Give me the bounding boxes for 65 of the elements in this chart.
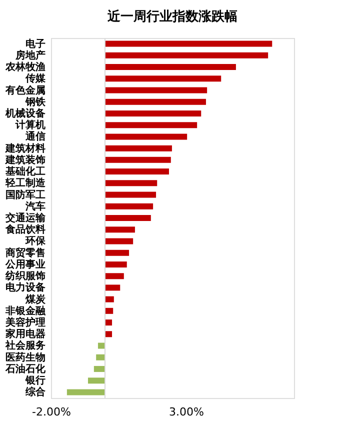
y-tick-label: 国防军工 <box>6 188 46 201</box>
bar <box>105 168 169 175</box>
y-tick-label: 综合 <box>24 386 46 398</box>
y-tick-label: 社会服务 <box>4 340 46 352</box>
bar <box>105 98 206 105</box>
bar <box>105 273 124 280</box>
y-tick-label: 钢铁 <box>24 96 46 108</box>
y-tick-label: 电力设备 <box>6 282 46 294</box>
y-tick-label: 建筑材料 <box>4 142 46 154</box>
chart-title: 近一周行业指数涨跌幅 <box>106 8 238 24</box>
y-tick-label: 建筑装饰 <box>4 154 46 166</box>
bar <box>105 261 127 268</box>
bar <box>105 76 222 82</box>
bar <box>98 342 105 349</box>
y-tick-label: 非银金融 <box>4 304 46 317</box>
y-tick-label: 医药生物 <box>6 351 46 364</box>
y-tick-label: 家用电器 <box>4 328 46 340</box>
bar <box>105 156 171 163</box>
bar <box>105 52 268 58</box>
y-tick-label: 美容护理 <box>4 316 46 329</box>
y-tick-label: 基础化工 <box>4 166 46 178</box>
y-tick-label: 通信 <box>24 130 46 143</box>
y-tick-label: 纺织服饰 <box>4 270 46 282</box>
y-tick-label: 汽车 <box>24 200 46 212</box>
bar <box>105 226 135 233</box>
y-tick-label: 交通运输 <box>4 212 46 224</box>
x-tick-label: -2.00% <box>32 406 71 418</box>
bar <box>105 180 158 186</box>
y-tick-label: 煤炭 <box>24 293 46 306</box>
bar <box>66 389 105 396</box>
x-tick-label: 3.00% <box>169 406 204 418</box>
bar <box>96 354 105 360</box>
bar <box>105 308 114 314</box>
bar <box>105 64 236 70</box>
bar <box>105 296 114 302</box>
y-tick-label: 有色金属 <box>4 84 46 96</box>
y-tick-label: 银行 <box>24 374 46 387</box>
y-tick-label: 传媒 <box>24 72 46 85</box>
y-tick-label: 房地产 <box>14 49 46 62</box>
bar <box>105 110 202 116</box>
bar <box>105 134 188 140</box>
y-tick-label: 轻工制造 <box>4 177 46 190</box>
bar <box>105 87 208 94</box>
y-tick-label: 农林牧渔 <box>4 61 46 74</box>
y-tick-label: 商贸零售 <box>4 246 46 259</box>
y-tick-label: 石油石化 <box>4 362 46 375</box>
y-tick-label: 计算机 <box>14 119 46 132</box>
bar <box>105 203 154 210</box>
y-tick-label: 食品饮料 <box>4 224 46 236</box>
y-tick-label: 公用事业 <box>4 258 46 270</box>
bar <box>105 250 130 256</box>
bar <box>105 320 112 326</box>
bar <box>105 122 198 128</box>
bar <box>105 331 112 338</box>
bar <box>105 145 172 152</box>
bar <box>105 284 120 291</box>
bar <box>105 238 134 244</box>
bar <box>88 378 105 384</box>
bar <box>105 40 272 47</box>
bar <box>94 366 105 372</box>
y-tick-label: 机械设备 <box>4 107 46 120</box>
y-tick-label: 环保 <box>24 235 46 248</box>
bar <box>105 192 156 198</box>
y-tick-label: 电子 <box>26 38 46 50</box>
bar <box>105 215 151 221</box>
